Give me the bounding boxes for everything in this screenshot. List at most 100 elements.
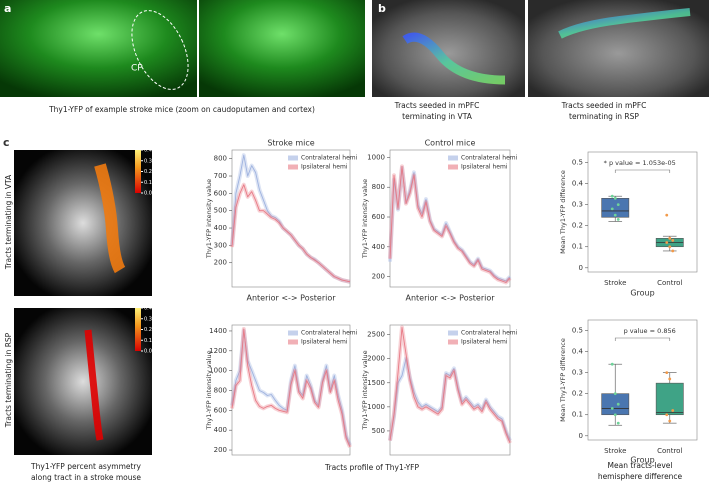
significance-bracket — [614, 169, 671, 173]
legend-label: Contralateral hemi — [301, 155, 358, 162]
y-axis-label: Thy1-YFP intensity value — [205, 179, 213, 259]
colorbar-label: 0.300 — [144, 158, 158, 164]
panel-label: c — [3, 136, 10, 149]
legend-label: Ipsilateral hemi — [461, 339, 508, 346]
caption: Thy1-YFP percent asymmetry — [30, 462, 141, 471]
y-tick-label: 0.2 — [572, 390, 583, 398]
tract-overlay — [94, 163, 126, 274]
y-tick-label: 0 — [579, 432, 583, 440]
colorbar-label: 0.300 — [144, 316, 158, 322]
data-point — [613, 196, 617, 200]
y-tick-label: 400 — [214, 426, 227, 434]
brain-image — [14, 308, 152, 455]
legend-label: Contralateral hemi — [461, 155, 518, 162]
y-tick-label: 600 — [214, 406, 227, 414]
y-tick-label: 200 — [372, 273, 385, 281]
y-tick-label: 400 — [214, 224, 227, 232]
chart-title: Control mice — [425, 139, 476, 148]
legend-swatch — [288, 164, 298, 170]
p-value: p value = 0.856 — [624, 327, 676, 335]
caption: hemisphere difference — [598, 472, 683, 481]
cp-label: CP — [131, 64, 143, 74]
caption: Mean tracts-level — [608, 461, 673, 470]
y-tick-label: 800 — [214, 386, 227, 394]
y-tick-label: 400 — [372, 243, 385, 251]
line — [231, 184, 351, 283]
colorbar-label: 0.400 — [144, 148, 158, 154]
line — [231, 328, 351, 448]
colorbar-label: 0.00 — [144, 349, 155, 355]
line — [389, 326, 511, 444]
plot-frame — [389, 324, 511, 456]
confidence-band — [388, 164, 512, 285]
p-value: * p value = 1.053e-05 — [604, 159, 676, 167]
y-axis-label: Mean Thy1-YFP difference — [559, 170, 567, 254]
data-point — [610, 362, 614, 366]
y-axis-label: Thy1-YFP intensity value — [361, 179, 369, 259]
box — [655, 382, 684, 416]
y-tick-label: 800 — [214, 155, 227, 163]
x-axis-label: Anterior <-> Posterior — [405, 294, 495, 303]
y-axis-label: Mean Thy1-YFP difference — [559, 338, 567, 422]
colorbar-label: 0.00 — [144, 191, 155, 197]
y-tick-label: 800 — [372, 183, 385, 191]
legend-swatch — [448, 339, 458, 345]
caption: Thy1-YFP of example stroke mice (zoom on… — [48, 105, 315, 114]
box — [601, 393, 630, 416]
legend-swatch — [288, 330, 298, 336]
y-tick-label: 0.1 — [572, 411, 583, 419]
y-tick-label: 0.2 — [572, 222, 583, 230]
y-tick-label: 200 — [214, 446, 227, 454]
y-tick-label: 200 — [214, 259, 227, 267]
caption: along tract in a stroke mouse — [31, 473, 141, 482]
data-point — [668, 245, 672, 249]
y-tick-label: 1000 — [367, 403, 385, 411]
legend-label: Ipsilateral hemi — [301, 164, 348, 171]
caption: terminating in RSP — [569, 112, 639, 121]
data-point — [616, 402, 620, 406]
significance-bracket — [614, 337, 671, 341]
y-tick-label: 0.4 — [572, 180, 584, 188]
tract-bundle — [402, 32, 506, 85]
legend-label: Contralateral hemi — [301, 330, 358, 337]
x-axis-label: Group — [630, 456, 654, 465]
data-point — [613, 213, 617, 217]
y-tick-label: 0 — [579, 264, 583, 272]
y-tick-label: 0.5 — [572, 159, 583, 167]
colorbar — [135, 308, 141, 351]
legend-swatch — [448, 164, 458, 170]
y-tick-label: 0.5 — [572, 327, 583, 335]
data-point — [610, 194, 614, 198]
x-tick-label: Control — [657, 447, 682, 455]
colorbar-label: 0.200 — [144, 327, 158, 333]
caption: Tracts seeded in mPFC — [394, 101, 480, 110]
confidence-band — [230, 327, 352, 448]
legend-swatch — [448, 155, 458, 161]
confidence-band — [230, 182, 351, 284]
data-point — [616, 203, 620, 207]
row-label: Tracts terminating in VTA — [4, 174, 13, 270]
plot-frame — [389, 149, 511, 288]
y-tick-label: 1400 — [209, 327, 227, 335]
line — [389, 165, 511, 283]
microscopy-image — [0, 0, 197, 97]
chart-title: Stroke mice — [267, 139, 314, 148]
y-tick-label: 500 — [372, 427, 385, 435]
legend-swatch — [288, 339, 298, 345]
plot-frame — [587, 319, 698, 441]
data-point — [668, 236, 672, 240]
y-tick-label: 1200 — [209, 347, 227, 355]
microscopy-image — [199, 0, 365, 97]
colorbar-label: 0.200 — [144, 169, 158, 175]
y-tick-label: 0.1 — [572, 243, 583, 251]
plot-frame — [231, 149, 351, 288]
colorbar-label: 0.100 — [144, 180, 158, 186]
data-point — [665, 371, 669, 375]
caption: Tracts profile of Thy1-YFP — [324, 463, 419, 472]
data-point — [671, 409, 675, 412]
data-point — [665, 413, 669, 417]
colorbar-label: 0.100 — [144, 338, 158, 344]
y-tick-label: 0.3 — [572, 369, 583, 377]
data-point — [665, 213, 669, 217]
panel-label: a — [4, 2, 11, 15]
